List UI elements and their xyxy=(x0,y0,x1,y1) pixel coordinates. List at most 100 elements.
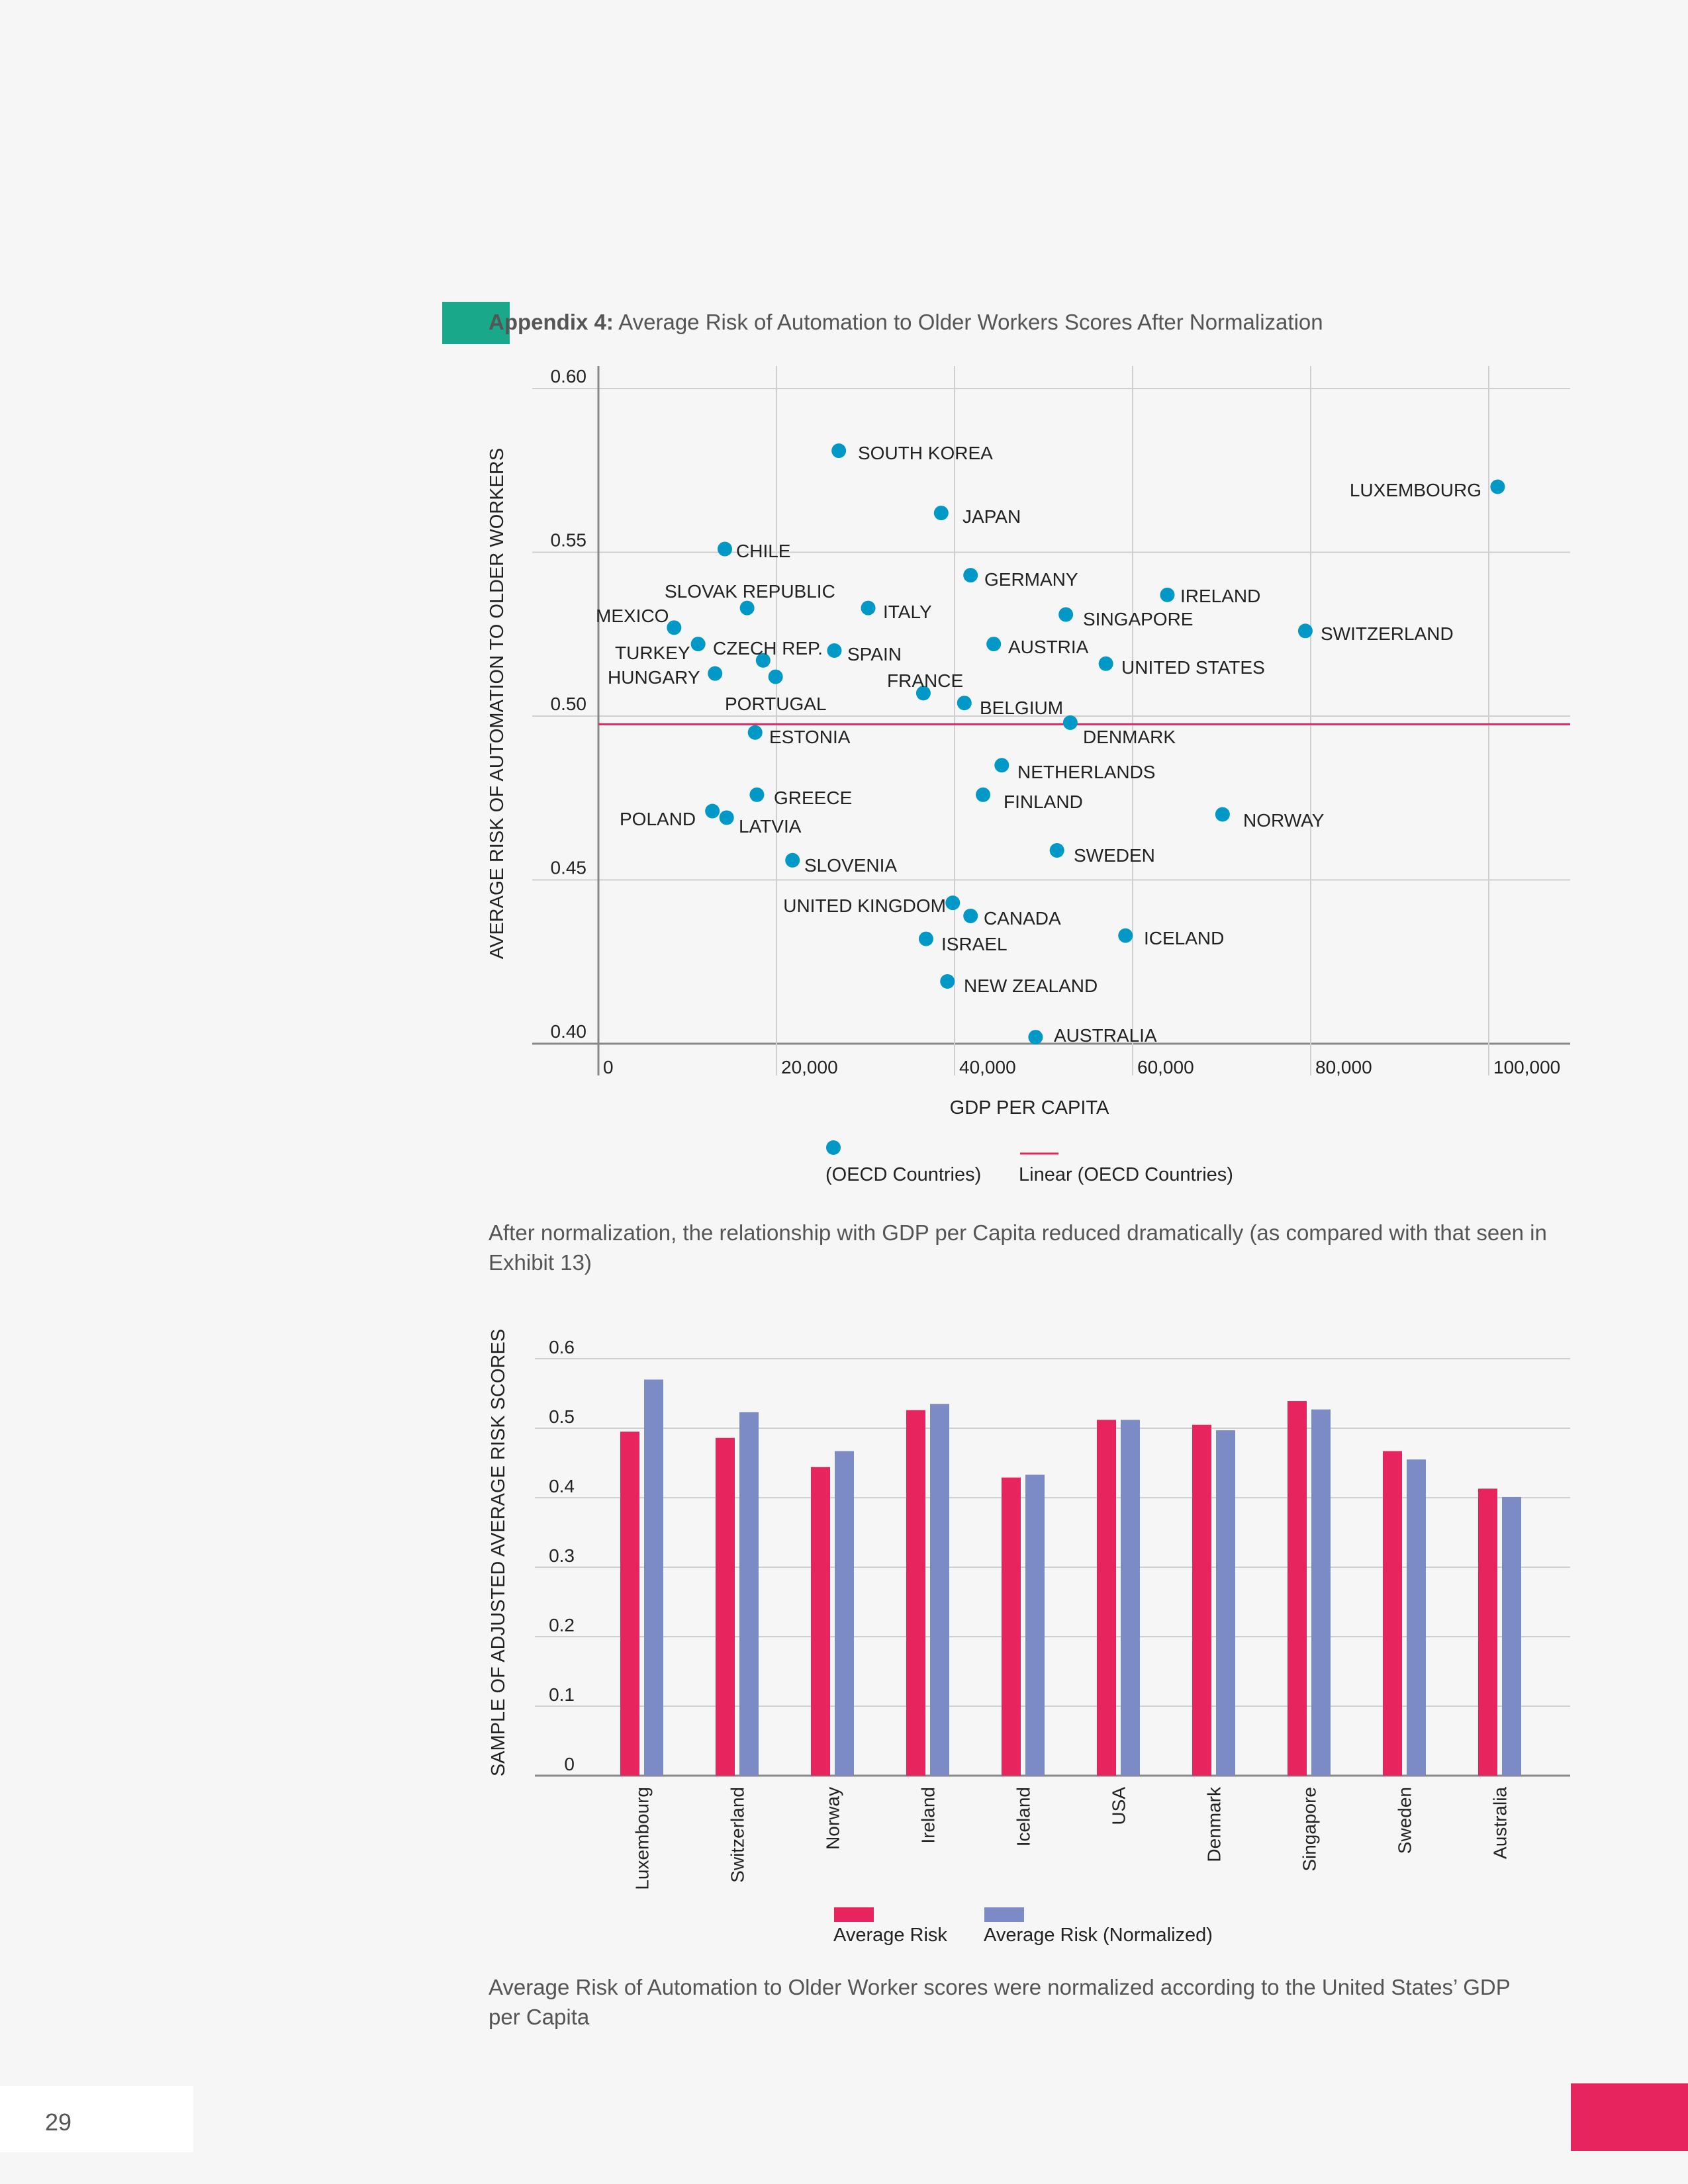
category-label: Ireland xyxy=(918,1787,939,1844)
x-axis-title: GDP PER CAPITA xyxy=(950,1097,1109,1118)
x-tick-label: 0 xyxy=(603,1057,614,1077)
data-point xyxy=(915,686,931,701)
bar-average-risk-normalized xyxy=(644,1379,663,1776)
legend-trend-label: Linear (OECD Countries) xyxy=(1019,1164,1233,1185)
bar-average-risk-normalized xyxy=(930,1404,949,1776)
data-point xyxy=(667,620,682,635)
heading-accent-block xyxy=(442,302,510,344)
y-tick-label: 0.2 xyxy=(549,1615,575,1635)
category-label: Singapore xyxy=(1299,1787,1320,1872)
category-label: Luxembourg xyxy=(632,1787,653,1890)
data-point xyxy=(986,637,1002,652)
x-tick-label: 60,000 xyxy=(1137,1057,1194,1077)
data-point xyxy=(963,908,978,923)
data-point xyxy=(827,643,842,658)
data-point xyxy=(918,931,933,946)
corner-accent-block xyxy=(1571,2083,1688,2151)
bar-average-risk-normalized xyxy=(1407,1459,1426,1776)
bar-average-risk-normalized xyxy=(1216,1430,1235,1776)
data-point xyxy=(963,568,978,583)
bar-average-risk-normalized xyxy=(739,1412,759,1776)
point-label: SOUTH KOREA xyxy=(858,443,993,463)
x-tick-label: 20,000 xyxy=(781,1057,838,1077)
y-axis-title: SAMPLE OF ADJUSTED AVERAGE RISK SCORES xyxy=(488,1329,509,1776)
legend-average-risk-label: Average Risk xyxy=(833,1925,947,1946)
category-label: Norway xyxy=(823,1787,843,1850)
data-point xyxy=(940,974,955,989)
point-label: SWEDEN xyxy=(1074,845,1155,866)
data-point xyxy=(785,852,800,868)
y-tick-label: 0.40 xyxy=(551,1021,587,1042)
data-point xyxy=(861,600,876,615)
category-label: Sweden xyxy=(1395,1787,1415,1854)
data-point xyxy=(1062,715,1078,730)
point-label: IRELAND xyxy=(1180,586,1260,606)
y-tick-label: 0 xyxy=(564,1754,575,1774)
data-point xyxy=(1098,656,1113,671)
appendix-label: Appendix 4: xyxy=(489,310,614,334)
category-label: Iceland xyxy=(1013,1787,1034,1846)
y-tick-label: 0.45 xyxy=(551,858,587,878)
appendix-title: Average Risk of Automation to Older Work… xyxy=(618,310,1323,334)
point-label: FINLAND xyxy=(1004,792,1083,812)
data-point xyxy=(957,696,972,711)
x-tick-label: 40,000 xyxy=(959,1057,1016,1077)
data-point xyxy=(994,758,1009,773)
x-tick-label: 80,000 xyxy=(1315,1057,1372,1077)
point-label: CANADA xyxy=(984,908,1061,929)
data-point xyxy=(1297,623,1313,639)
legend-point-marker xyxy=(826,1140,841,1155)
point-label: DENMARK xyxy=(1083,727,1176,747)
data-point xyxy=(1490,479,1505,494)
bar-average-risk-normalized xyxy=(1311,1409,1331,1776)
point-label: FRANCE xyxy=(887,670,963,691)
point-label: POLAND xyxy=(620,809,696,829)
bar-average-risk xyxy=(1002,1477,1021,1776)
point-label: SWITZERLAND xyxy=(1321,623,1454,644)
data-point xyxy=(749,787,765,802)
bar-average-risk xyxy=(1097,1420,1116,1776)
data-point xyxy=(705,803,720,819)
category-label: Denmark xyxy=(1204,1786,1225,1862)
point-label: NORWAY xyxy=(1243,810,1325,831)
data-point xyxy=(719,810,734,825)
point-label: LUXEMBOURG xyxy=(1350,480,1481,500)
scatter-chart: 0.40 0.45 0.50 0.55 0.60 0 20,000 40,000 60,000 8… xyxy=(487,366,1570,1185)
data-point xyxy=(933,506,949,521)
point-label: NEW ZEALAND xyxy=(964,976,1098,996)
y-tick-label: 0.60 xyxy=(551,366,587,387)
bar-average-risk xyxy=(620,1432,639,1776)
bar-average-risk-normalized xyxy=(835,1451,854,1776)
bar-caption: Average Risk of Automation to Older Work… xyxy=(489,1975,1511,2029)
bar-average-risk xyxy=(1192,1424,1211,1776)
point-label: CHILE xyxy=(736,541,790,561)
bar-average-risk-normalized xyxy=(1025,1475,1045,1776)
data-point xyxy=(690,637,706,652)
point-label: ITALY xyxy=(883,602,932,622)
data-point xyxy=(1160,587,1175,602)
point-label: HUNGARY xyxy=(608,667,700,688)
point-label: ISRAEL xyxy=(941,934,1008,954)
bar-average-risk xyxy=(811,1467,830,1776)
data-point xyxy=(768,669,783,684)
point-label: UNITED KINGDOM xyxy=(783,895,946,916)
y-tick-label: 0.4 xyxy=(549,1476,575,1496)
data-point xyxy=(976,787,991,802)
data-point xyxy=(747,725,763,740)
point-label: AUSTRALIA xyxy=(1054,1025,1157,1046)
point-label: SLOVENIA xyxy=(804,855,897,876)
point-label: LATVIA xyxy=(739,816,802,837)
scatter-caption: After normalization, the relationship wi… xyxy=(489,1220,1547,1275)
point-label: BELGIUM xyxy=(980,698,1063,718)
data-point xyxy=(831,443,847,459)
y-tick-label: 0.50 xyxy=(551,694,587,714)
data-point xyxy=(1049,842,1064,858)
data-point xyxy=(755,653,771,668)
point-label: SINGAPORE xyxy=(1083,609,1193,629)
point-label: CZECH REP. xyxy=(713,638,823,659)
y-tick-label: 0.6 xyxy=(549,1337,575,1357)
legend-average-risk-normalized-label: Average Risk (Normalized) xyxy=(984,1925,1213,1946)
data-point xyxy=(708,666,723,681)
y-tick-label: 0.1 xyxy=(549,1684,575,1705)
bar-chart: 0 0.1 0.2 0.3 0.4 0.5 0.6 Luxembourg Switzerland… xyxy=(488,1329,1570,1946)
